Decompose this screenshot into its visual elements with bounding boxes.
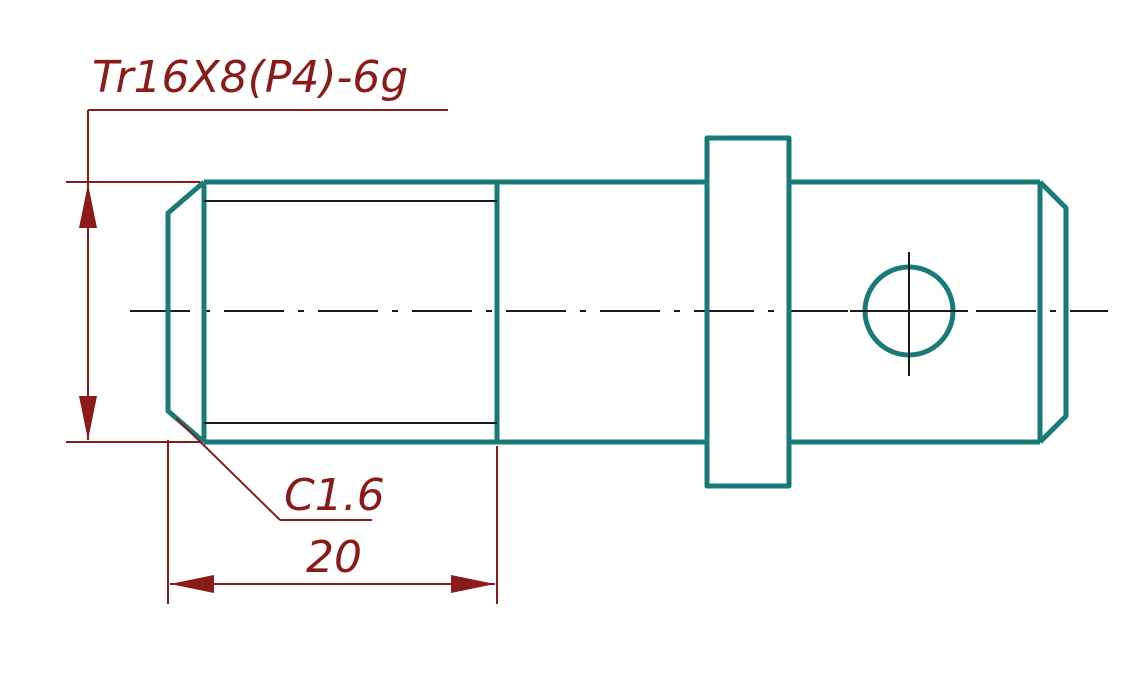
diameter-arrow-bottom [79, 396, 97, 440]
thread-spec-label: Tr16X8(P4)-6g [92, 52, 408, 103]
chamfer-leader [175, 417, 281, 521]
diameter-arrow-top [79, 184, 97, 228]
collar [704, 135, 792, 489]
chamfer-label: C1.6 [284, 470, 385, 521]
length-label: 20 [306, 532, 362, 583]
length-arrow-left [170, 575, 214, 593]
right-end-chamfer [1038, 180, 1069, 444]
length-arrow-right [451, 575, 495, 593]
